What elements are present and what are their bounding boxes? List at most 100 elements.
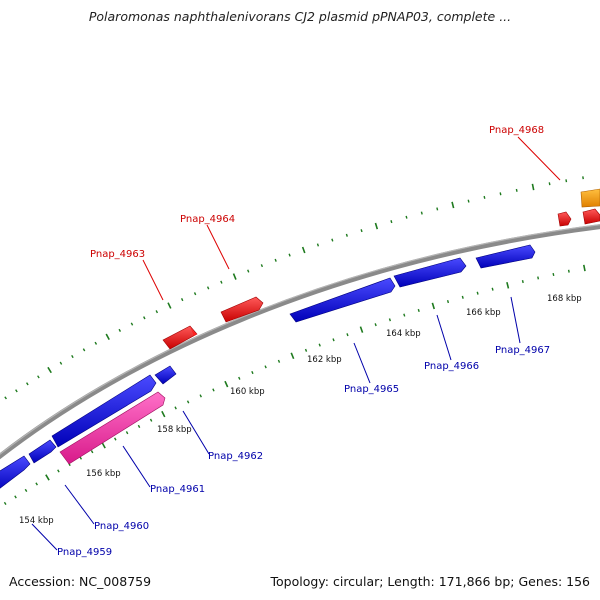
minor-tick xyxy=(346,333,349,337)
major-tick xyxy=(582,264,586,272)
minor-tick xyxy=(264,365,267,369)
minor-tick xyxy=(483,195,486,199)
minor-tick xyxy=(199,394,202,398)
gene-label-pnap-4959[interactable]: Pnap_4959 xyxy=(57,547,112,558)
minor-tick xyxy=(521,280,524,284)
major-tick xyxy=(301,246,306,254)
minor-tick xyxy=(118,328,122,332)
gene-pnap-4961-b[interactable] xyxy=(59,391,166,465)
gene-pnap-4963[interactable] xyxy=(162,325,198,350)
minor-tick xyxy=(238,376,241,380)
minor-tick xyxy=(180,298,184,302)
gene-label-pnap-4965[interactable]: Pnap_4965 xyxy=(344,384,399,395)
tick-label: 158 kbp xyxy=(157,425,192,435)
minor-tick xyxy=(318,343,321,347)
tick-label: 164 kbp xyxy=(386,329,421,339)
leader-line xyxy=(517,136,561,181)
minor-tick xyxy=(220,280,223,284)
minor-tick xyxy=(467,199,470,203)
major-tick xyxy=(47,366,52,374)
gene-label-leaders xyxy=(31,136,561,551)
minor-tick xyxy=(14,495,17,499)
plasmid-backbone xyxy=(0,224,600,460)
minor-tick xyxy=(90,450,94,454)
gene-pnap-4967[interactable] xyxy=(475,244,536,269)
outer-tick-ring xyxy=(4,176,584,400)
gene-label-pnap-4968[interactable]: Pnap_4968 xyxy=(489,125,544,136)
major-tick xyxy=(451,201,455,209)
minor-tick xyxy=(186,400,190,404)
minor-tick xyxy=(515,188,518,192)
minor-tick xyxy=(174,406,177,410)
minor-tick xyxy=(417,308,420,313)
minor-tick xyxy=(461,295,464,299)
minor-tick xyxy=(59,361,63,365)
tick-label: 154 kbp xyxy=(19,516,54,526)
minor-tick xyxy=(436,207,439,211)
minor-tick xyxy=(552,272,555,277)
major-tick xyxy=(374,222,379,230)
major-tick xyxy=(167,302,172,309)
gene-label-pnap-4962[interactable]: Pnap_4962 xyxy=(208,451,263,462)
gene-pnap-4964[interactable] xyxy=(220,296,264,323)
major-tick xyxy=(161,410,166,418)
minor-tick xyxy=(3,501,7,506)
minor-tick xyxy=(206,286,210,290)
minor-tick xyxy=(304,348,308,352)
gene-pnap-4965[interactable] xyxy=(289,277,396,323)
minor-tick xyxy=(137,424,141,429)
major-tick xyxy=(45,474,50,481)
leader-line xyxy=(64,484,95,525)
leader-line xyxy=(510,296,521,344)
minor-tick xyxy=(491,287,494,291)
major-tick xyxy=(224,380,229,388)
minor-tick xyxy=(130,322,134,326)
gene-orange-feature[interactable] xyxy=(580,188,600,208)
gene-pnap-4968[interactable] xyxy=(557,208,600,227)
minor-tick xyxy=(143,316,146,320)
gene-label-pnap-4964[interactable]: Pnap_4964 xyxy=(180,214,235,225)
gene-pnap-4959[interactable] xyxy=(0,455,31,492)
minor-tick xyxy=(114,437,117,441)
minor-tick xyxy=(15,389,18,393)
minor-tick xyxy=(24,488,28,493)
leader-line xyxy=(206,224,230,270)
tick-label: 160 kbp xyxy=(230,387,265,397)
gene-label-pnap-4961[interactable]: Pnap_4961 xyxy=(150,484,205,495)
tick-label: 156 kbp xyxy=(86,469,121,479)
gene-pnap-4966[interactable] xyxy=(393,257,467,288)
minor-tick xyxy=(4,396,7,400)
leader-line xyxy=(436,314,452,361)
minor-tick xyxy=(79,456,83,460)
minor-tick xyxy=(476,291,479,295)
minor-tick xyxy=(288,253,291,257)
minor-tick xyxy=(247,269,250,273)
gene-pnap-4962[interactable] xyxy=(154,365,177,385)
minor-tick xyxy=(405,215,408,219)
minor-tick xyxy=(420,211,423,215)
minor-tick xyxy=(94,341,98,345)
minor-tick xyxy=(277,359,281,363)
gene-pnap-4960[interactable] xyxy=(28,439,57,464)
minor-tick xyxy=(193,292,197,296)
major-tick xyxy=(359,326,364,333)
gene-label-pnap-4967[interactable]: Pnap_4967 xyxy=(495,345,550,356)
major-tick xyxy=(105,333,110,340)
gene-label-pnap-4960[interactable]: Pnap_4960 xyxy=(94,521,149,532)
minor-tick xyxy=(331,238,334,242)
minor-tick xyxy=(548,182,551,186)
minor-tick xyxy=(499,192,502,196)
inner-tick-ring xyxy=(3,264,586,506)
major-tick xyxy=(232,273,237,280)
minor-tick xyxy=(155,310,159,314)
gene-labels: Pnap_4968 Pnap_4964 Pnap_4963 Pnap_4962 … xyxy=(57,125,550,558)
gene-pnap-4961-a[interactable] xyxy=(51,374,157,448)
tick-label: 162 kbp xyxy=(307,355,342,365)
gene-label-pnap-4966[interactable]: Pnap_4966 xyxy=(424,361,479,372)
gene-label-pnap-4963[interactable]: Pnap_4963 xyxy=(90,249,145,260)
minor-tick xyxy=(149,418,153,422)
minor-tick xyxy=(345,233,348,237)
minor-tick xyxy=(125,431,129,435)
